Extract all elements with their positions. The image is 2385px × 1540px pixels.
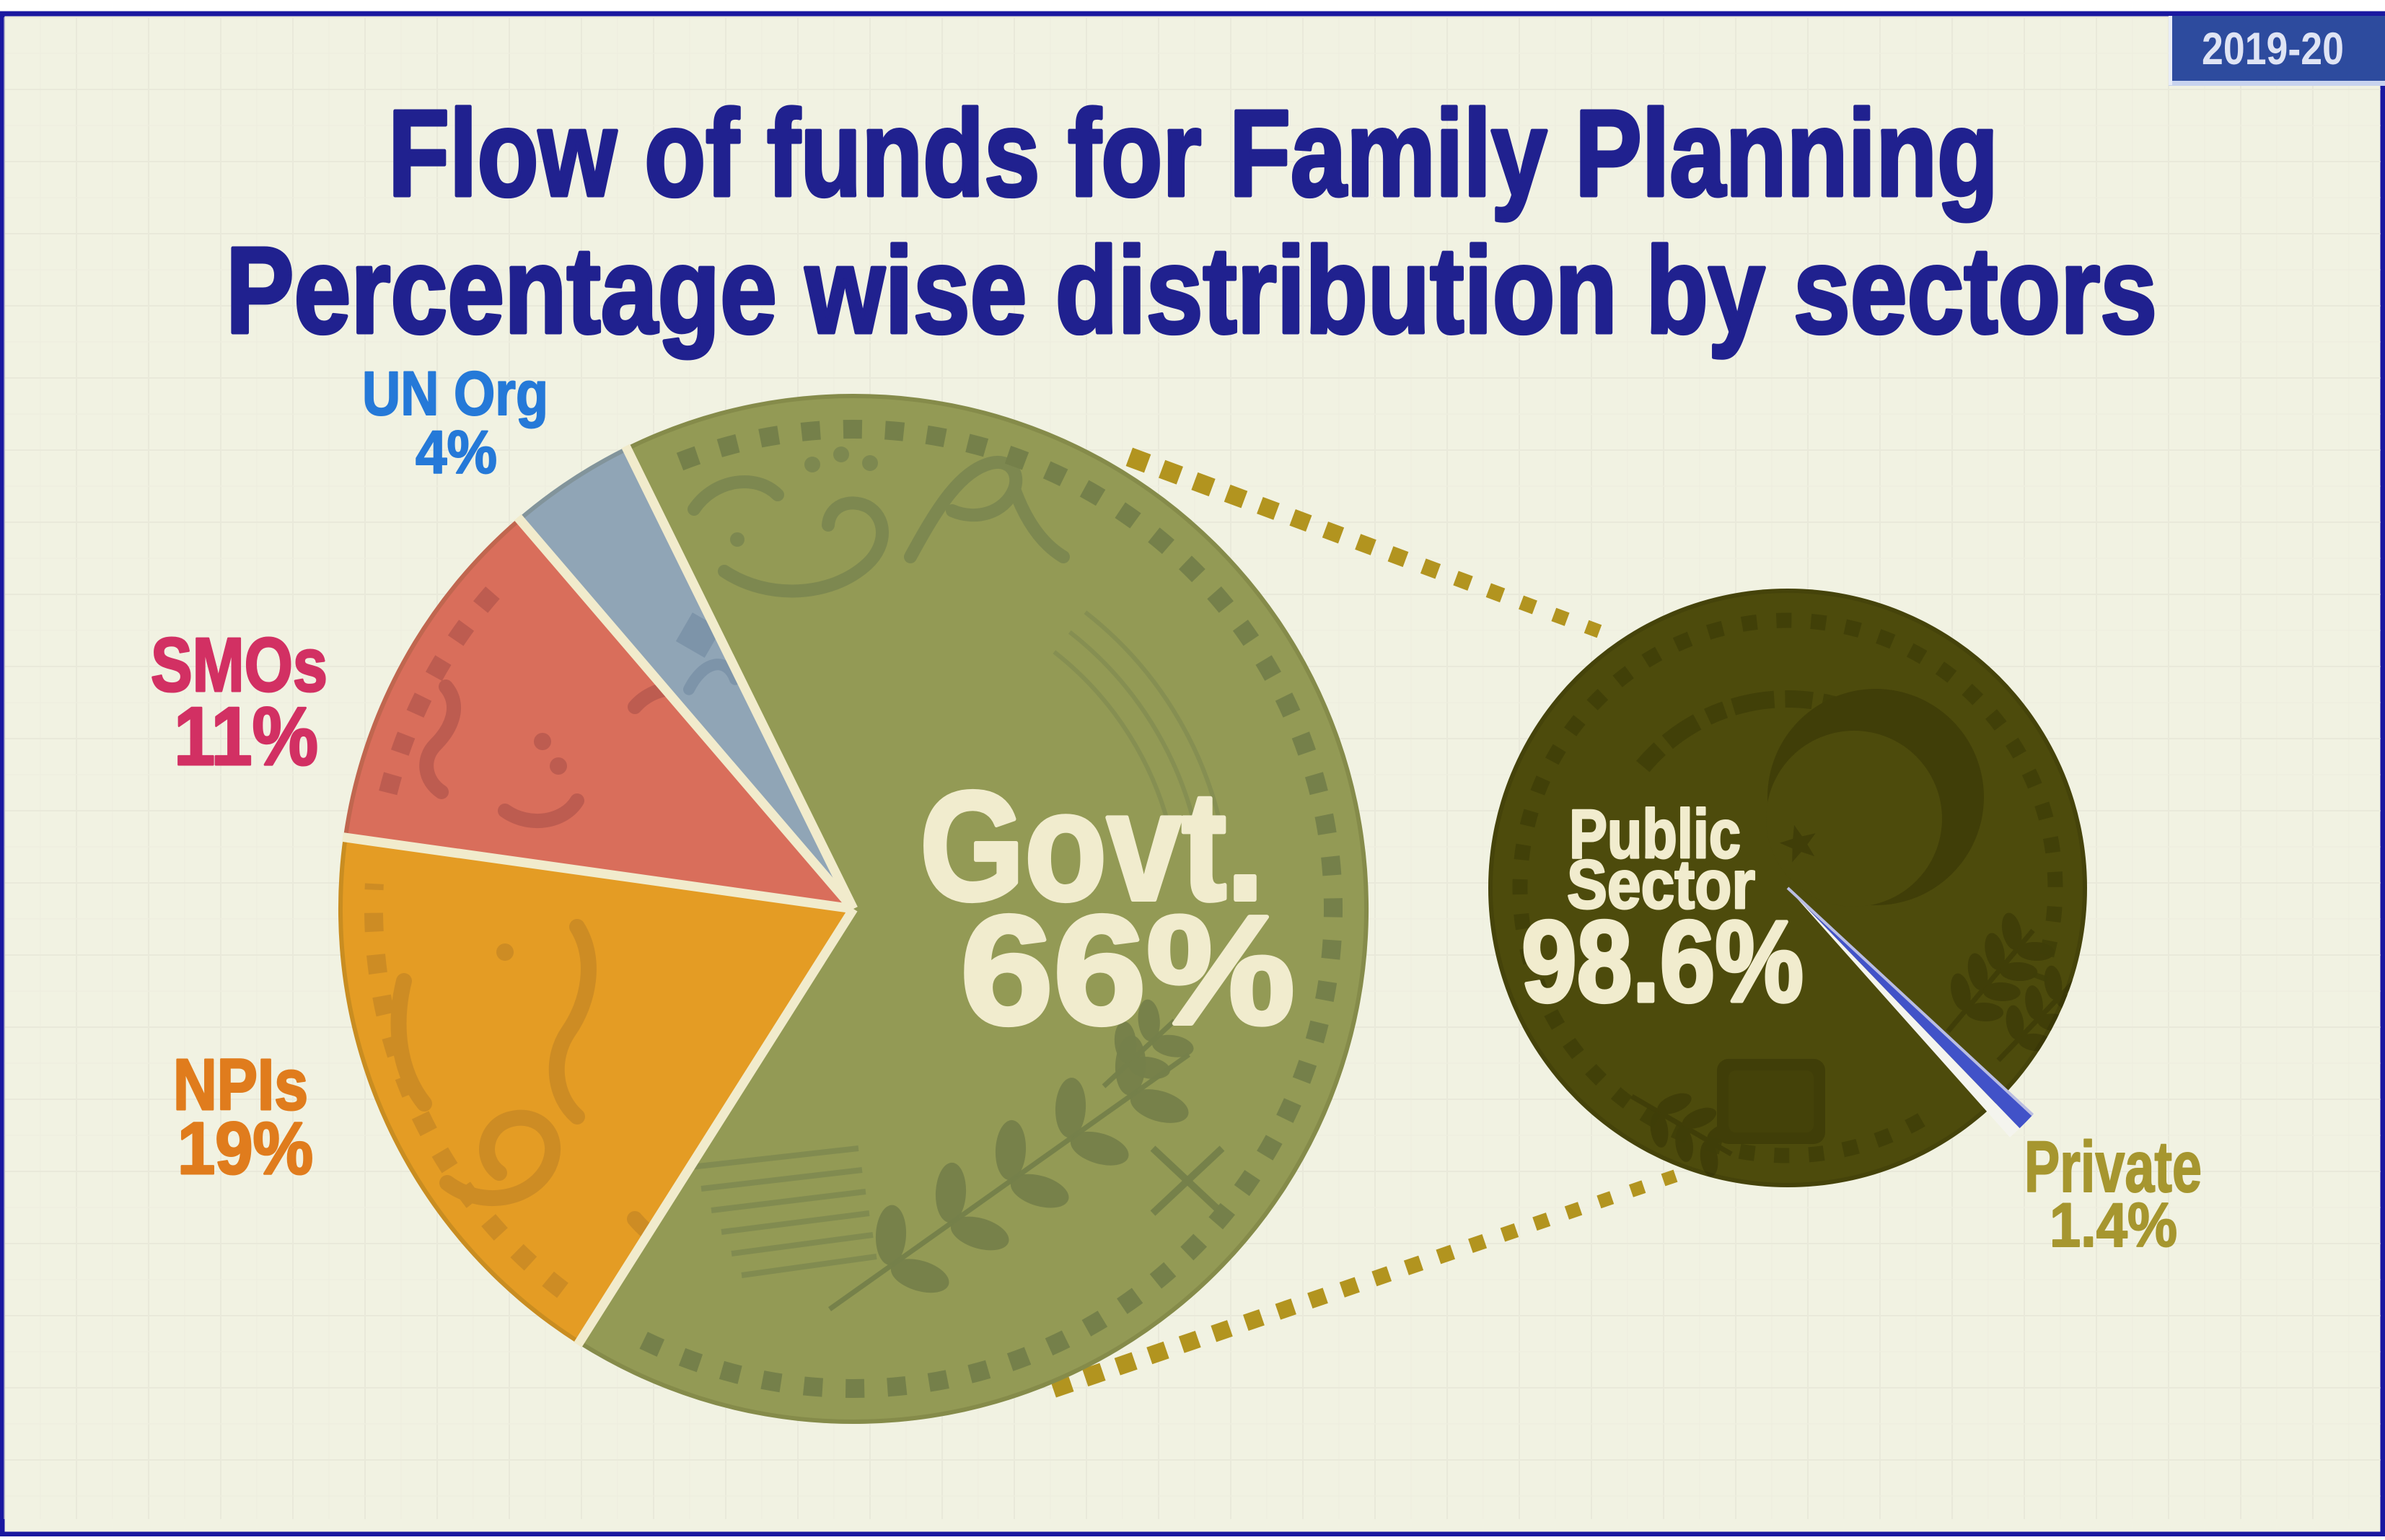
svg-text:4%: 4% — [416, 418, 497, 486]
svg-text:66%: 66% — [960, 883, 1295, 1057]
svg-text:Sector: Sector — [1567, 846, 1755, 923]
svg-text:Percentage wise distribution b: Percentage wise distribution by sectors — [226, 222, 2157, 359]
svg-text:UN Org: UN Org — [362, 359, 548, 428]
svg-text:98.6%: 98.6% — [1521, 897, 1804, 1026]
svg-text:Public: Public — [1569, 796, 1741, 873]
svg-text:Private: Private — [2024, 1127, 2202, 1207]
svg-text:Govt.: Govt. — [920, 759, 1264, 933]
svg-text:19%: 19% — [177, 1107, 313, 1189]
svg-text:2019-20: 2019-20 — [2202, 24, 2344, 74]
svg-text:1.4%: 1.4% — [2050, 1191, 2177, 1260]
svg-text:SMOs: SMOs — [151, 622, 328, 708]
svg-text:NPIs: NPIs — [173, 1044, 308, 1125]
svg-text:11%: 11% — [174, 691, 318, 783]
svg-text:Flow of funds for Family Plann: Flow of funds for Family Planning — [388, 85, 1998, 222]
